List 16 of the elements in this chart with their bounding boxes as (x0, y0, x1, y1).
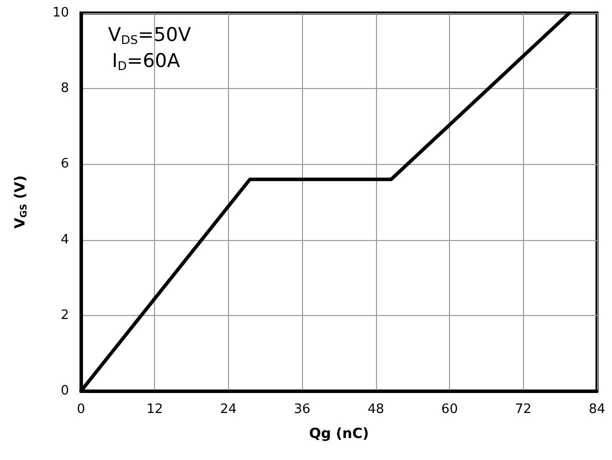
x-tick-label: 60 (441, 402, 458, 417)
y-tick-label: 6 (60, 156, 69, 172)
x-axis-title: Qg (nC) (309, 426, 369, 442)
x-tick-label: 84 (588, 402, 606, 417)
y-tick-label: 4 (60, 232, 69, 248)
y-tick-label: 8 (60, 81, 69, 96)
x-tick-label: 0 (76, 402, 86, 417)
y-tick-label: 2 (60, 308, 69, 323)
y-tick-label: 10 (52, 6, 69, 20)
x-tick-label: 48 (368, 402, 384, 417)
y-axis-title: VGS (V) (12, 175, 30, 229)
x-tick-label: 12 (146, 402, 163, 417)
x-tick-label: 36 (294, 402, 310, 417)
x-tick-label: 72 (515, 402, 532, 417)
x-tick-label: 24 (220, 402, 237, 417)
y-tick-label: 0 (60, 384, 69, 398)
